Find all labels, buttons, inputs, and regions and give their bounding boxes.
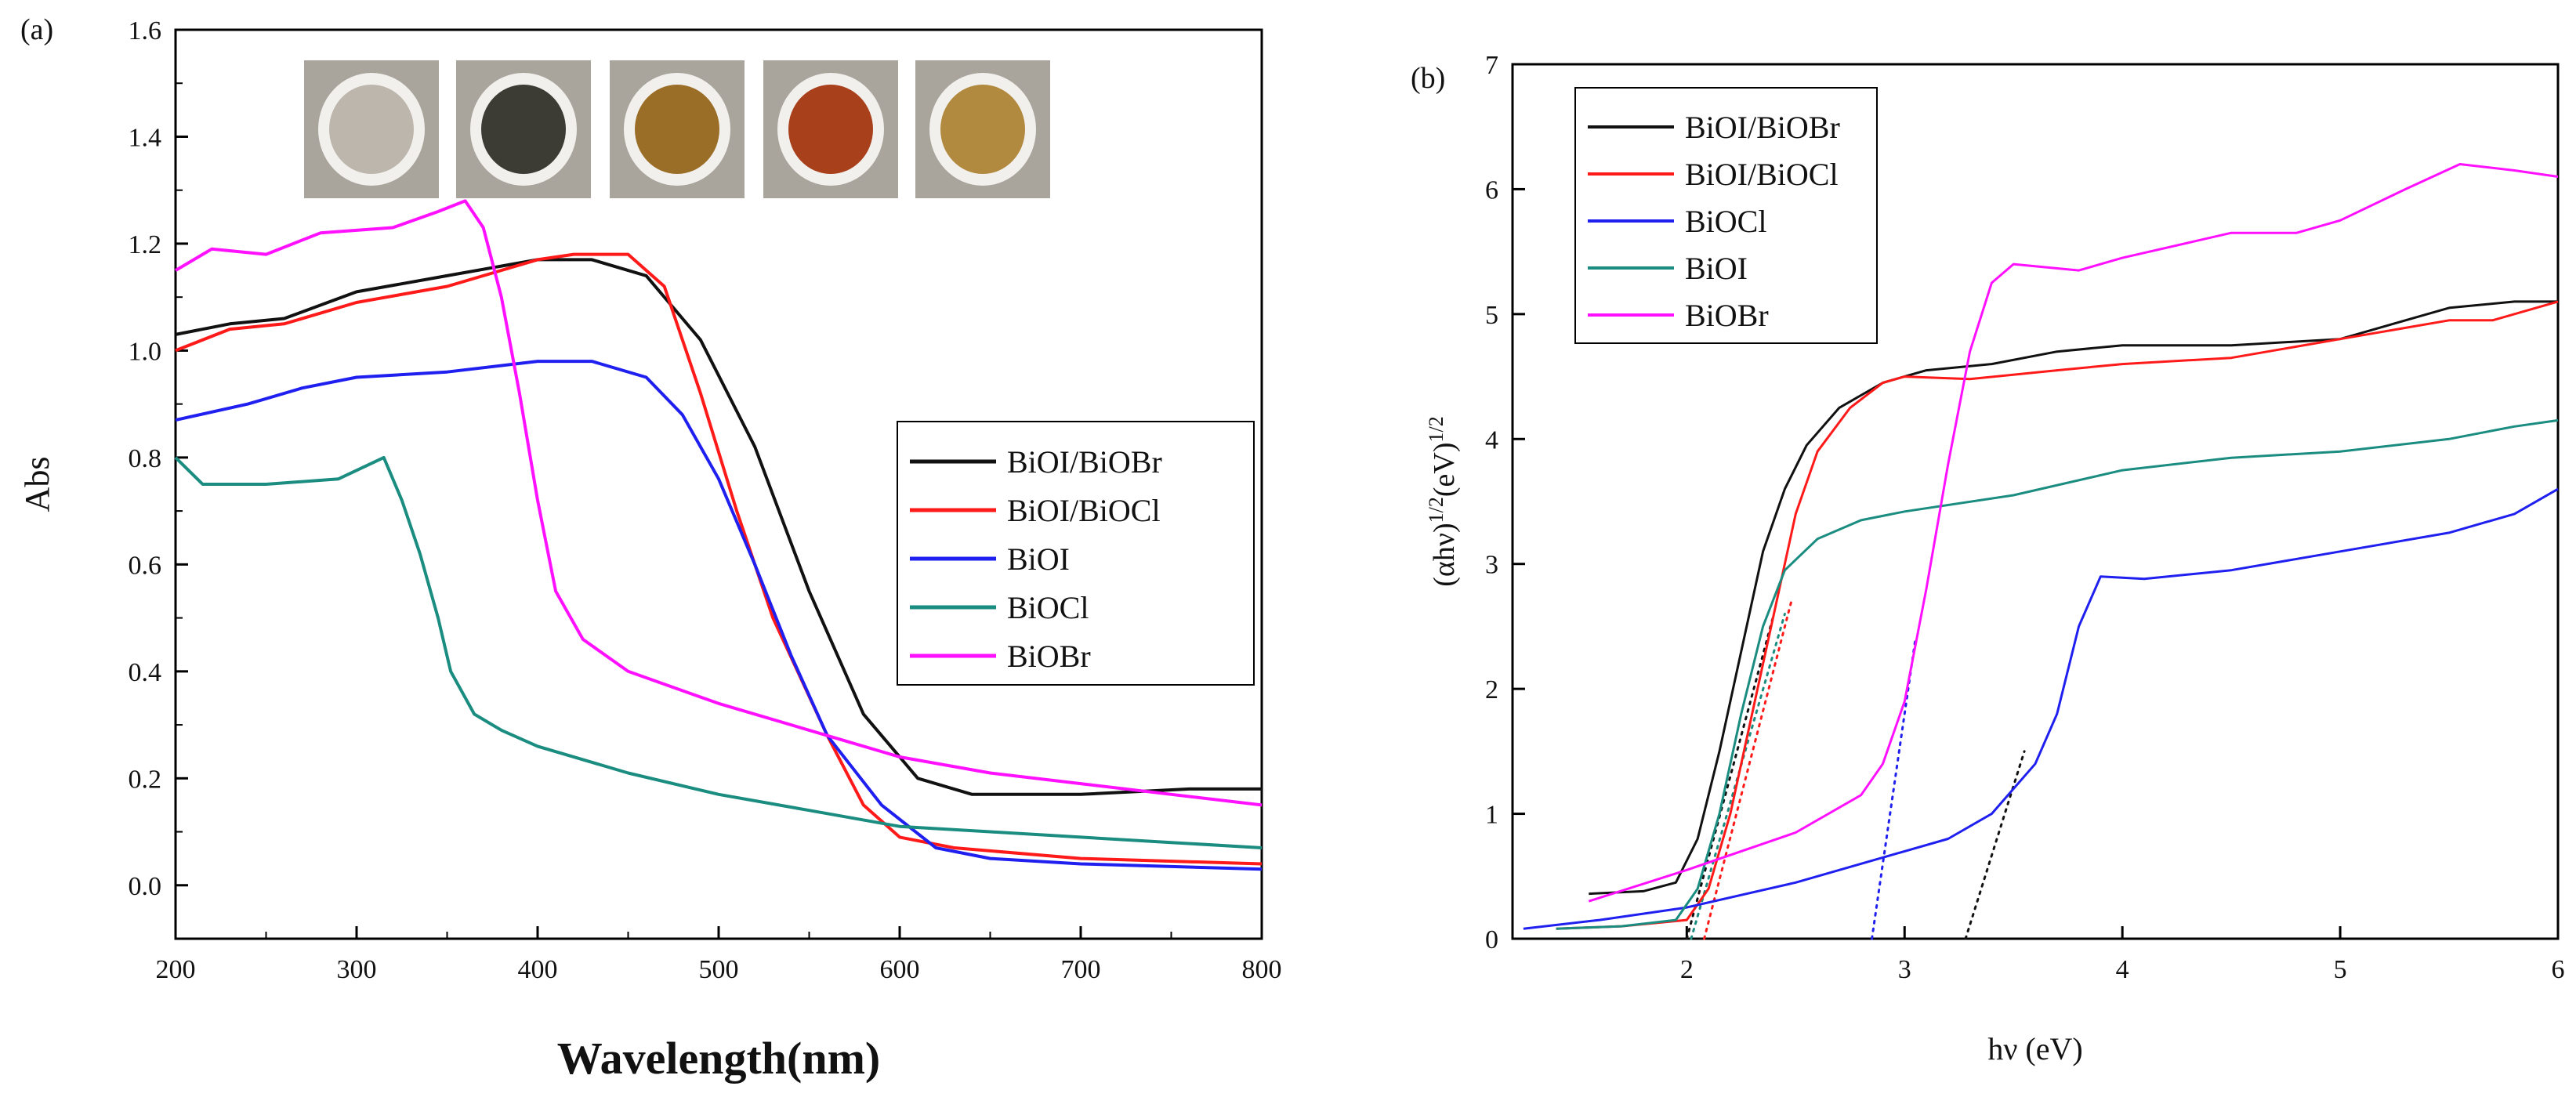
x-tick-label: 800	[1242, 955, 1282, 984]
plot-frame-b	[1511, 63, 2560, 940]
powder-sample	[635, 85, 719, 174]
y-tick-label: 7	[1485, 51, 1498, 80]
panel-a-label: (a)	[20, 13, 53, 46]
tangent-fit-line	[1685, 612, 1775, 940]
y-axis-title-b-sup2: 1/2	[1425, 416, 1447, 442]
tangent-fit-line	[1964, 750, 2026, 940]
series-line	[1523, 487, 2559, 930]
y-tick-label: 0.4	[129, 658, 162, 687]
sample-photo	[610, 60, 745, 198]
x-tick-label: 500	[699, 955, 739, 984]
legend-label: BiOI/BiOBr	[1007, 444, 1162, 480]
series-line	[174, 455, 1263, 849]
legend-label: BiOI	[1007, 541, 1070, 577]
series-line	[174, 199, 1263, 807]
series-line	[175, 258, 1262, 796]
sample-photo	[456, 60, 591, 198]
y-tick-label: 1.0	[129, 337, 162, 366]
legend-label: BiOI/BiOBr	[1685, 110, 1840, 145]
legend-label: BiOCl	[1685, 204, 1766, 239]
x-tick-label: 300	[337, 955, 377, 984]
sample-photos	[304, 60, 1050, 198]
legend-box	[897, 421, 1255, 686]
legend-label: BiOBr	[1007, 639, 1091, 674]
series-line	[1589, 300, 2558, 896]
sample-photo	[304, 60, 439, 198]
sample-photo	[915, 60, 1050, 198]
x-axis-title-b: hν (eV)	[1987, 1031, 2082, 1066]
powder-sample	[481, 85, 566, 174]
x-tick-label: 5	[2334, 955, 2347, 984]
x-tick-label: 600	[880, 955, 920, 984]
y-axis-title-b-part1: (αhν)	[1428, 523, 1461, 586]
powder-sample	[788, 85, 873, 174]
y-tick-label: 1.6	[129, 16, 162, 45]
y-tick-label: 1	[1485, 801, 1498, 830]
y-tick-label: 0.8	[129, 444, 162, 473]
series-line	[175, 360, 1263, 871]
series-line	[175, 252, 1263, 866]
y-tick-label: 2	[1485, 675, 1498, 704]
y-axis-title-b-part2: (eV)	[1428, 442, 1461, 497]
tangent-fit-line	[1690, 612, 1786, 940]
y-tick-label: 5	[1485, 301, 1498, 330]
panel-b-label: (b)	[1411, 62, 1445, 95]
y-axis-title-b: (αhν)1/2(eV)1/2	[1425, 416, 1462, 587]
legend-label: BiOI	[1685, 251, 1748, 286]
powder-sample	[940, 85, 1025, 174]
y-tick-label: 6	[1485, 176, 1498, 205]
series-line	[1588, 163, 2559, 903]
x-tick-label: 6	[2552, 955, 2565, 984]
panel-a-chart: (a) 0.0 0.2 0.4 0.6 0.8 1.0 1.2 1.4 1.6 200 300 40…	[18, 13, 1282, 1084]
y-axis-title-a: Abs	[18, 457, 56, 512]
x-tick-label: 2	[1680, 955, 1694, 984]
series-line	[1556, 300, 2559, 930]
x-tick-label: 400	[518, 955, 558, 984]
y-tick-label: 0	[1485, 925, 1498, 954]
x-tick-label: 200	[156, 955, 196, 984]
sample-photo	[763, 60, 898, 198]
series-line	[1556, 418, 2559, 930]
legend-label: BiOI/BiOCl	[1685, 157, 1839, 192]
y-tick-label: 1.4	[129, 123, 162, 152]
legend-label: BiOBr	[1685, 298, 1769, 333]
x-tick-label: 3	[1898, 955, 1911, 984]
y-tick-label: 0.6	[129, 551, 162, 580]
legend-label: BiOI/BiOCl	[1007, 493, 1161, 528]
y-tick-label: 0.2	[129, 765, 162, 794]
y-tick-label: 3	[1485, 551, 1498, 580]
legend-box	[1574, 87, 1878, 344]
y-tick-label: 4	[1485, 425, 1498, 454]
y-tick-label: 0.0	[129, 872, 162, 901]
legend-b: BiOI/BiOBr BiOI/BiOCl BiOCl BiOI BiOBr	[1574, 87, 1878, 344]
legend-label: BiOCl	[1007, 590, 1089, 625]
x-tick-label: 4	[2116, 955, 2129, 984]
y-tick-label: 1.2	[129, 230, 162, 259]
tangent-fit-line	[1703, 600, 1793, 940]
legend-a: BiOI/BiOBr BiOI/BiOCl BiOI BiOCl BiOBr	[897, 421, 1255, 686]
x-tick-label: 700	[1061, 955, 1101, 984]
x-axis-title-a: Wavelength(nm)	[557, 1033, 880, 1084]
y-axis-title-b-sup1: 1/2	[1425, 497, 1447, 523]
powder-sample	[329, 85, 414, 174]
